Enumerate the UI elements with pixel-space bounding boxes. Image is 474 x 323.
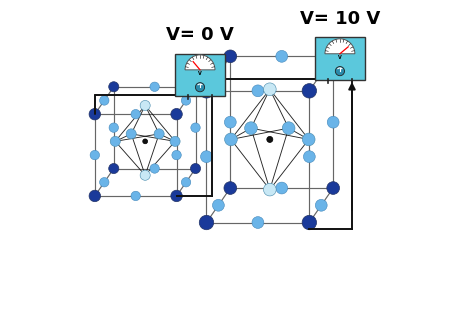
Text: V= 10 V: V= 10 V xyxy=(300,10,380,28)
Circle shape xyxy=(191,82,201,92)
Circle shape xyxy=(199,84,214,98)
Circle shape xyxy=(302,215,317,230)
Wedge shape xyxy=(185,55,215,70)
Circle shape xyxy=(302,133,315,146)
Text: V: V xyxy=(198,71,202,76)
Circle shape xyxy=(170,136,180,146)
Circle shape xyxy=(267,136,273,142)
Circle shape xyxy=(264,83,276,96)
Circle shape xyxy=(131,191,140,201)
Circle shape xyxy=(224,116,236,128)
Circle shape xyxy=(201,151,212,162)
Circle shape xyxy=(252,85,264,97)
Circle shape xyxy=(109,123,118,132)
Circle shape xyxy=(154,129,164,139)
Circle shape xyxy=(327,182,339,194)
Circle shape xyxy=(283,122,295,134)
Circle shape xyxy=(224,50,237,63)
Circle shape xyxy=(100,96,109,105)
Circle shape xyxy=(245,122,257,134)
Circle shape xyxy=(264,183,276,196)
Circle shape xyxy=(335,67,345,76)
Circle shape xyxy=(172,151,181,160)
Circle shape xyxy=(315,68,327,79)
FancyBboxPatch shape xyxy=(175,54,225,96)
Circle shape xyxy=(109,163,119,173)
Circle shape xyxy=(327,50,339,63)
Circle shape xyxy=(212,199,224,211)
Circle shape xyxy=(140,170,150,180)
Circle shape xyxy=(191,163,201,173)
Circle shape xyxy=(327,116,339,128)
Wedge shape xyxy=(325,39,355,54)
Circle shape xyxy=(89,109,100,120)
Circle shape xyxy=(90,151,100,160)
Circle shape xyxy=(224,182,237,194)
Text: V: V xyxy=(338,55,342,60)
Circle shape xyxy=(109,82,119,92)
Text: V= 0 V: V= 0 V xyxy=(166,26,234,44)
Circle shape xyxy=(303,151,315,162)
Circle shape xyxy=(110,136,120,146)
Circle shape xyxy=(182,178,191,187)
Circle shape xyxy=(143,139,147,144)
Circle shape xyxy=(276,50,288,62)
Circle shape xyxy=(171,109,182,120)
Circle shape xyxy=(315,199,327,211)
Circle shape xyxy=(150,82,159,91)
Circle shape xyxy=(191,123,200,132)
Circle shape xyxy=(195,83,205,92)
Circle shape xyxy=(131,109,140,119)
Circle shape xyxy=(225,133,237,146)
Circle shape xyxy=(150,164,159,173)
Circle shape xyxy=(100,178,109,187)
Circle shape xyxy=(199,215,214,230)
Circle shape xyxy=(212,68,224,79)
Circle shape xyxy=(252,217,264,228)
Circle shape xyxy=(276,182,288,194)
Circle shape xyxy=(140,100,150,110)
Circle shape xyxy=(302,84,317,98)
Circle shape xyxy=(126,129,136,139)
Circle shape xyxy=(89,190,100,202)
FancyBboxPatch shape xyxy=(315,37,365,80)
Circle shape xyxy=(182,96,191,105)
Circle shape xyxy=(171,190,182,202)
